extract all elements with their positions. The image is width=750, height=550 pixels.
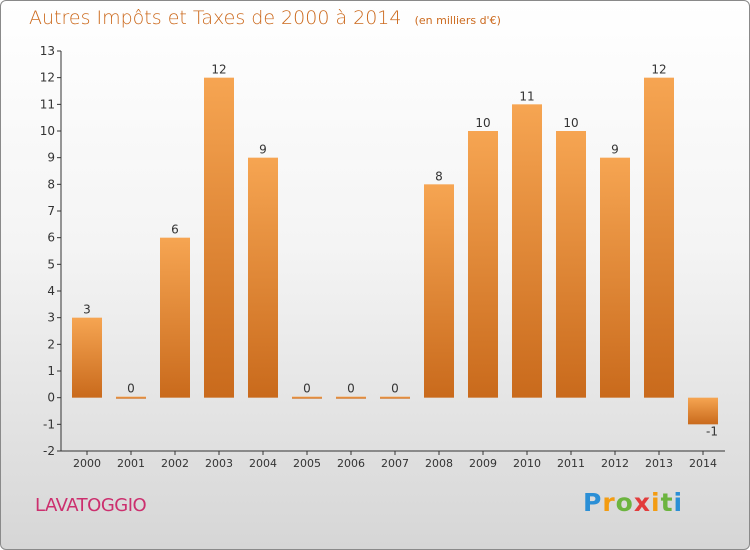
bar-2002 — [160, 237, 190, 398]
data-label: 0 — [127, 382, 135, 396]
x-tick-label: 2006 — [337, 457, 365, 470]
y-tick-label: 5 — [47, 257, 55, 271]
y-tick-label: 0 — [47, 391, 55, 405]
bar-2006 — [336, 396, 366, 399]
x-tick-label: 2000 — [73, 457, 101, 470]
bar-2009 — [468, 131, 498, 398]
y-tick-label: 8 — [47, 177, 55, 191]
chart-title: Autres Impôts et Taxes de 2000 à 2014 — [29, 7, 402, 29]
y-tick-label: 1 — [47, 364, 55, 378]
data-label: 12 — [211, 63, 226, 77]
bar-2010 — [512, 104, 542, 398]
y-tick-label: -1 — [43, 417, 55, 431]
chart-unit: (en milliers d'€) — [414, 14, 501, 27]
y-tick-label: 4 — [47, 284, 55, 298]
x-tick-label: 2003 — [205, 457, 233, 470]
data-label: 3 — [83, 303, 91, 317]
x-tick-label: 2010 — [513, 457, 541, 470]
bar-2000 — [72, 317, 102, 398]
x-tick-label: 2008 — [425, 457, 453, 470]
chart-title-block: Autres Impôts et Taxes de 2000 à 2014 (e… — [29, 7, 501, 29]
data-label: 10 — [475, 116, 490, 130]
y-tick-label: 12 — [40, 71, 55, 85]
data-label: 12 — [651, 63, 666, 77]
bar-2007 — [380, 396, 410, 399]
x-tick-label: 2002 — [161, 457, 189, 470]
bar-2013 — [644, 77, 674, 398]
commune-name: LAVATOGGIO — [35, 495, 147, 516]
x-tick-label: 2014 — [689, 457, 717, 470]
y-tick-label: 13 — [40, 44, 55, 58]
x-tick-label: 2001 — [117, 457, 145, 470]
y-tick-label: 11 — [40, 97, 55, 111]
x-tick-label: 2012 — [601, 457, 629, 470]
x-tick-label: 2011 — [557, 457, 585, 470]
y-tick-label: 6 — [47, 231, 55, 245]
y-tick-label: 3 — [47, 311, 55, 325]
data-label: 0 — [391, 382, 399, 396]
bar-2001 — [116, 396, 146, 399]
bar-2004 — [248, 157, 278, 398]
data-label: 9 — [611, 143, 619, 157]
proxiti-logo: Proxiti — [583, 488, 684, 517]
data-label: 11 — [519, 89, 534, 103]
data-label: -1 — [706, 424, 718, 438]
bar-2005 — [292, 396, 322, 399]
data-label: 10 — [563, 116, 578, 130]
bar-2014 — [688, 397, 718, 425]
x-tick-label: 2007 — [381, 457, 409, 470]
bar-2012 — [600, 157, 630, 398]
bar-2011 — [556, 131, 586, 398]
y-tick-label: 7 — [47, 204, 55, 218]
x-tick-label: 2004 — [249, 457, 277, 470]
y-tick-label: 10 — [40, 124, 55, 138]
y-tick-label: -2 — [43, 444, 55, 458]
data-label: 0 — [303, 382, 311, 396]
bar-2003 — [204, 77, 234, 398]
bar-2008 — [424, 184, 454, 398]
x-tick-label: 2005 — [293, 457, 321, 470]
data-label: 8 — [435, 169, 443, 183]
data-label: 9 — [259, 143, 267, 157]
y-tick-label: 9 — [47, 151, 55, 165]
y-tick-label: 2 — [47, 337, 55, 351]
data-label: 0 — [347, 382, 355, 396]
x-tick-label: 2013 — [645, 457, 673, 470]
data-label: 6 — [171, 223, 179, 237]
x-tick-label: 2009 — [469, 457, 497, 470]
